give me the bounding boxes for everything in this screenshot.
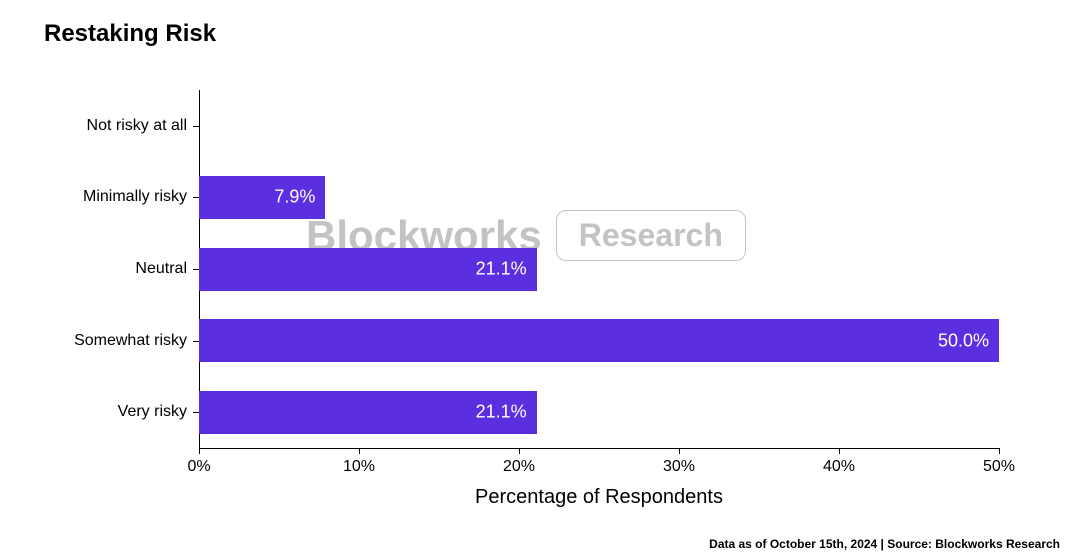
x-tick-label: 10% <box>343 458 375 476</box>
chart-footer: Data as of October 15th, 2024 | Source: … <box>709 537 1060 551</box>
bar-value-label: 21.1% <box>476 402 527 423</box>
x-axis-line <box>199 448 999 449</box>
x-tick-label: 0% <box>187 458 210 476</box>
bar-value-label: 21.1% <box>476 259 527 280</box>
chart-title: Restaking Risk <box>44 20 216 48</box>
bar-value-label: 7.9% <box>274 187 315 208</box>
x-tick-label: 40% <box>823 458 855 476</box>
y-tick-label: Minimally risky <box>83 188 187 206</box>
y-tick <box>193 126 199 127</box>
y-tick-label: Neutral <box>135 260 187 278</box>
bar-value-label: 50.0% <box>938 330 989 351</box>
x-tick <box>679 448 680 454</box>
y-tick-label: Not risky at all <box>87 117 187 135</box>
x-tick-label: 30% <box>663 458 695 476</box>
x-tick-label: 20% <box>503 458 535 476</box>
bar <box>199 319 999 362</box>
x-tick <box>359 448 360 454</box>
plot-area: 0%10%20%30%40%50%Not risky at allMinimal… <box>199 90 999 448</box>
x-tick-label: 50% <box>983 458 1015 476</box>
x-tick <box>839 448 840 454</box>
x-tick <box>999 448 1000 454</box>
x-tick <box>199 448 200 454</box>
x-tick <box>519 448 520 454</box>
y-tick-label: Somewhat risky <box>74 332 187 350</box>
x-axis-label: Percentage of Respondents <box>475 486 723 509</box>
y-tick-label: Very risky <box>118 403 187 421</box>
